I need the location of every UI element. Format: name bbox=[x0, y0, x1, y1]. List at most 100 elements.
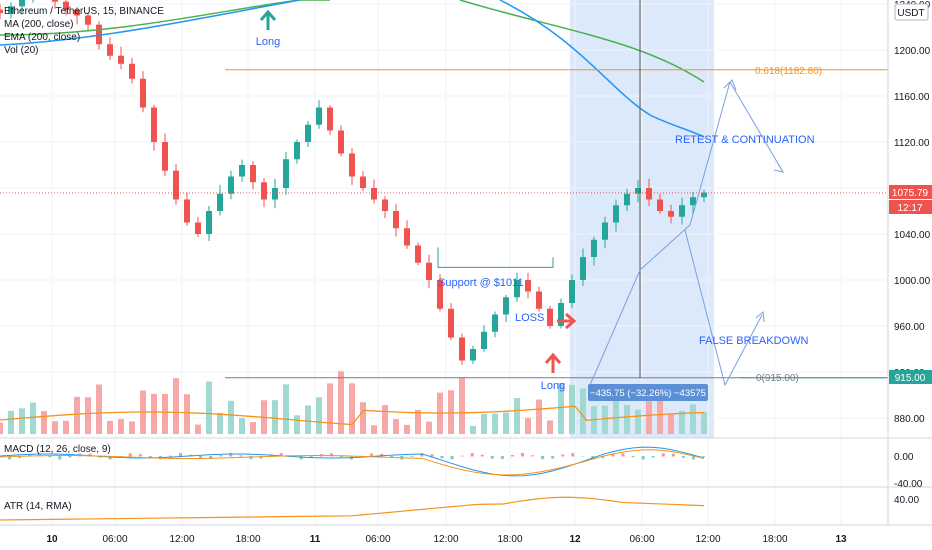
candle-body bbox=[195, 222, 201, 234]
macd-label: MACD (12, 26, close, 9) bbox=[4, 444, 111, 455]
volume-bar bbox=[74, 396, 80, 434]
macd-hist-bar bbox=[199, 456, 203, 459]
candle-body bbox=[602, 222, 608, 240]
macd-hist-bar bbox=[541, 456, 545, 460]
price-tick: 1040.00 bbox=[894, 230, 931, 241]
time-tick: 12:00 bbox=[169, 534, 194, 545]
candle-body bbox=[140, 78, 146, 108]
macd-hist-bar bbox=[571, 453, 575, 457]
volume-bar bbox=[85, 397, 91, 434]
false-breakdown-arrowhead bbox=[755, 310, 765, 323]
macd-hist-bar bbox=[309, 456, 313, 459]
macd-hist-bar bbox=[18, 456, 22, 459]
candle-body bbox=[690, 197, 696, 206]
macd-hist-bar bbox=[108, 456, 112, 460]
macd-hist-bar bbox=[681, 456, 685, 458]
volume-bar bbox=[635, 409, 641, 434]
volume-bar bbox=[536, 399, 542, 434]
candle-body bbox=[624, 193, 630, 206]
macd-hist-bar bbox=[128, 453, 132, 457]
volume-bar bbox=[668, 414, 674, 434]
marker-price-label: 915.00 bbox=[895, 373, 926, 384]
candle-body bbox=[305, 124, 311, 142]
volume-bar bbox=[415, 409, 421, 434]
candle-body bbox=[74, 9, 80, 16]
candle-body bbox=[459, 337, 465, 361]
legend-vol: Vol (20) bbox=[4, 45, 38, 56]
volume-bar bbox=[294, 415, 300, 434]
macd-hist-bar bbox=[58, 456, 62, 460]
candle-body bbox=[404, 228, 410, 246]
candle-body bbox=[503, 297, 509, 315]
volume-bar bbox=[327, 383, 333, 434]
volume-bar bbox=[250, 422, 256, 434]
macd-hist-bar bbox=[48, 456, 52, 458]
volume-bar bbox=[360, 402, 366, 434]
time-tick: 18:00 bbox=[497, 534, 522, 545]
volume-bar bbox=[514, 398, 520, 434]
volume-bar bbox=[492, 413, 498, 434]
candle-body bbox=[228, 176, 234, 194]
volume-bar bbox=[657, 396, 663, 434]
candle-body bbox=[657, 199, 663, 211]
candle-body bbox=[393, 211, 399, 229]
time-tick: 06:00 bbox=[365, 534, 390, 545]
time-tick: 12:00 bbox=[695, 534, 720, 545]
macd-hist-bar bbox=[661, 453, 665, 457]
macd-hist-bar bbox=[148, 456, 152, 459]
macd-hist-bar bbox=[510, 455, 514, 457]
candle-body bbox=[206, 211, 212, 234]
macd-hist-bar bbox=[179, 453, 183, 457]
candle-body bbox=[492, 314, 498, 332]
macd-hist-bar bbox=[138, 454, 142, 457]
currency-badge[interactable] bbox=[894, 3, 929, 21]
ma-line-left bbox=[0, 0, 301, 46]
candle-body bbox=[239, 165, 245, 177]
volume-bar bbox=[393, 419, 399, 434]
candle-body bbox=[668, 211, 674, 217]
time-axis-ticks: 10 06:00 12:00 18:00 11 06:00 12:00 18:00 12 06:0… bbox=[46, 534, 847, 545]
macd-hist-bar bbox=[219, 455, 223, 457]
macd-hist-bar bbox=[581, 456, 585, 457]
macd-signal-line bbox=[0, 449, 705, 476]
countdown-label: 12:17 bbox=[897, 203, 922, 214]
volume-bar bbox=[602, 405, 608, 434]
candle-body bbox=[646, 188, 652, 200]
fib-618-label: 0.618(1182.80) bbox=[755, 66, 822, 77]
volume-bar bbox=[690, 404, 696, 434]
moving-averages bbox=[0, 0, 705, 138]
candle-body bbox=[371, 188, 377, 200]
retest-path bbox=[589, 81, 731, 386]
macd-hist-bar bbox=[410, 456, 414, 457]
macd-hist-bar bbox=[380, 453, 384, 457]
time-tick: 12:00 bbox=[433, 534, 458, 545]
support-box bbox=[437, 247, 554, 268]
candle-body bbox=[85, 15, 91, 25]
volume-bar bbox=[404, 424, 410, 434]
legend-ema: EMA (200, close) bbox=[4, 32, 80, 43]
candle-body bbox=[118, 55, 124, 64]
atr-panel bbox=[0, 496, 705, 521]
volume-bar bbox=[338, 371, 344, 434]
volume-bar bbox=[96, 384, 102, 434]
volume-ma-path bbox=[0, 405, 705, 426]
candle-body bbox=[360, 176, 366, 188]
candle-body bbox=[63, 1, 69, 10]
volume-bar bbox=[613, 399, 619, 434]
volume-bar bbox=[173, 378, 179, 434]
macd-hist-bar bbox=[370, 453, 374, 457]
candle-body bbox=[448, 308, 454, 338]
ma-line-right bbox=[499, 0, 705, 138]
candle-body bbox=[470, 349, 476, 361]
support-label: Support @ $1011 bbox=[438, 277, 524, 289]
time-tick: 12 bbox=[569, 534, 581, 545]
macd-hist-bar bbox=[470, 453, 474, 457]
macd-hist-bar bbox=[68, 456, 72, 458]
macd-line bbox=[0, 446, 705, 477]
price-tick: 1000.00 bbox=[894, 276, 931, 287]
candle-body bbox=[481, 331, 487, 349]
candle-body bbox=[415, 245, 421, 263]
volume-bar bbox=[459, 377, 465, 434]
atr-line bbox=[0, 496, 705, 521]
